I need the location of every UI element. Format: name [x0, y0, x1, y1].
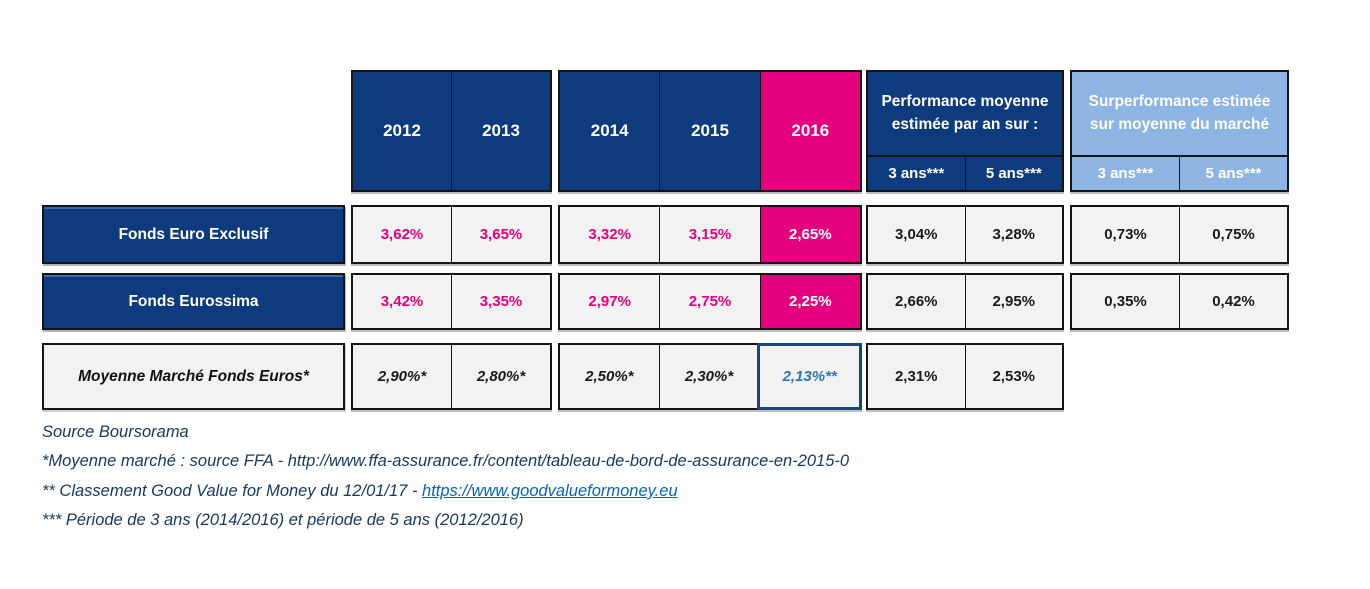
surperf-subheader-5ans: 5 ans***	[1205, 165, 1262, 182]
surperformance-values-block: 0,35% 0,42%	[1070, 273, 1289, 330]
value-cell-2016-highlighted: 2,13%**	[757, 343, 863, 410]
table-header-row: 2012 2013 2014 2015 2016 Performance moy…	[42, 70, 1289, 192]
performance-values-block: 2,31% 2,53%	[866, 343, 1064, 410]
row-label: Fonds Eurossima	[42, 273, 345, 330]
value-cell-2012: 2,90%*	[353, 345, 452, 408]
value-cell-2015: 2,75%	[660, 275, 761, 328]
perf-cell-3ans: 3,04%	[868, 207, 966, 262]
table-row-moyenne-marche: Moyenne Marché Fonds Euros* 2,90%* 2,80%…	[42, 343, 1289, 410]
value-cell-2015: 2,30%*	[659, 345, 760, 408]
performance-header-group: Performance moyenne estimée par an sur :…	[866, 70, 1064, 192]
perf-cell-5ans: 3,28%	[965, 207, 1062, 262]
footnote-source: Source Boursorama	[42, 423, 189, 441]
perf-cell-5ans: 2,95%	[965, 275, 1062, 328]
year-header-2012: 2012	[353, 72, 452, 190]
surperf-cell-3ans: 0,35%	[1072, 275, 1180, 328]
value-cell-2013: 3,35%	[452, 275, 550, 328]
footnote-classement-text: ** Classement Good Value for Money du 12…	[42, 481, 423, 500]
footnotes: Source Boursorama *Moyenne marché : sour…	[42, 418, 849, 535]
footnote-moyenne-marche: *Moyenne marché : source FFA - http://ww…	[42, 452, 850, 471]
table-row-fonds-eurossima: Fonds Eurossima 3,42% 3,35% 2,97% 2,75% …	[42, 273, 1289, 330]
values-block: 2,50%* 2,30%* 2,13%**	[558, 343, 863, 410]
year-header-2015: 2015	[660, 72, 761, 190]
values-block: 3,42% 3,35%	[351, 273, 552, 330]
table-row-fonds-euro-exclusif: Fonds Euro Exclusif 3,62% 3,65% 3,32% 3,…	[42, 205, 1289, 264]
row-label: Fonds Euro Exclusif	[42, 205, 345, 264]
year-header-2016: 2016	[760, 72, 860, 190]
value-cell-2012: 3,42%	[353, 275, 452, 328]
surperformance-values-block: 0,73% 0,75%	[1070, 205, 1289, 264]
performance-group-title: Performance moyenne estimée par an sur :	[868, 72, 1062, 157]
value-cell-2016: 2,25%	[760, 275, 860, 328]
surperf-cell-5ans: 0,75%	[1180, 207, 1287, 262]
values-block: 3,62% 3,65%	[351, 205, 552, 264]
value-cell-2013: 3,65%	[452, 207, 550, 262]
value-cell-2016: 2,65%	[760, 207, 860, 262]
values-block: 2,97% 2,75% 2,25%	[558, 273, 862, 330]
values-block: 3,32% 3,15% 2,65%	[558, 205, 862, 264]
performance-values-block: 3,04% 3,28%	[866, 205, 1064, 264]
surperf-cell-5ans: 0,42%	[1180, 275, 1287, 328]
value-cell-2014: 2,97%	[560, 275, 661, 328]
perf-subheader-5ans: 5 ans***	[985, 165, 1042, 182]
surperformance-header-group: Surperformance estimée sur moyenne du ma…	[1070, 70, 1289, 192]
perf-subheader-3ans: 3 ans***	[868, 157, 966, 190]
footnote-classement: ** Classement Good Value for Money du 12…	[42, 477, 849, 506]
perf-cell-5ans: 2,53%	[965, 345, 1062, 408]
year-header-2013: 2013	[452, 72, 550, 190]
year-header-block-2014-2016: 2014 2015 2016	[558, 70, 862, 192]
values-block: 2,90%* 2,80%*	[351, 343, 552, 410]
value-cell-2015: 3,15%	[660, 207, 761, 262]
header-label-spacer	[42, 70, 345, 192]
perf-cell-3ans: 2,66%	[868, 275, 966, 328]
year-header-2014: 2014	[560, 72, 661, 190]
surperf-subheader-3ans: 3 ans***	[1072, 157, 1180, 190]
value-cell-2014: 3,32%	[560, 207, 661, 262]
performance-values-block: 2,66% 2,95%	[866, 273, 1064, 330]
value-cell-2014: 2,50%*	[560, 345, 660, 408]
goodvalueformoney-link[interactable]: https://www.goodvalueformoney.eu	[422, 481, 678, 500]
value-cell-2013: 2,80%*	[452, 345, 550, 408]
surperformance-group-title: Surperformance estimée sur moyenne du ma…	[1072, 72, 1287, 157]
surperformance-subheaders: 3 ans*** 5 ans***	[1072, 157, 1287, 190]
perf-cell-3ans: 2,31%	[868, 345, 966, 408]
year-header-block-2012-2013: 2012 2013	[351, 70, 552, 192]
performance-table: 2012 2013 2014 2015 2016 Performance moy…	[42, 70, 1289, 410]
surperf-cell-3ans: 0,73%	[1072, 207, 1180, 262]
footnote-periode: *** Période de 3 ans (2014/2016) et péri…	[42, 511, 524, 530]
value-cell-2012: 3,62%	[353, 207, 452, 262]
performance-subheaders: 3 ans*** 5 ans***	[868, 157, 1062, 190]
row-label: Moyenne Marché Fonds Euros*	[42, 343, 345, 410]
